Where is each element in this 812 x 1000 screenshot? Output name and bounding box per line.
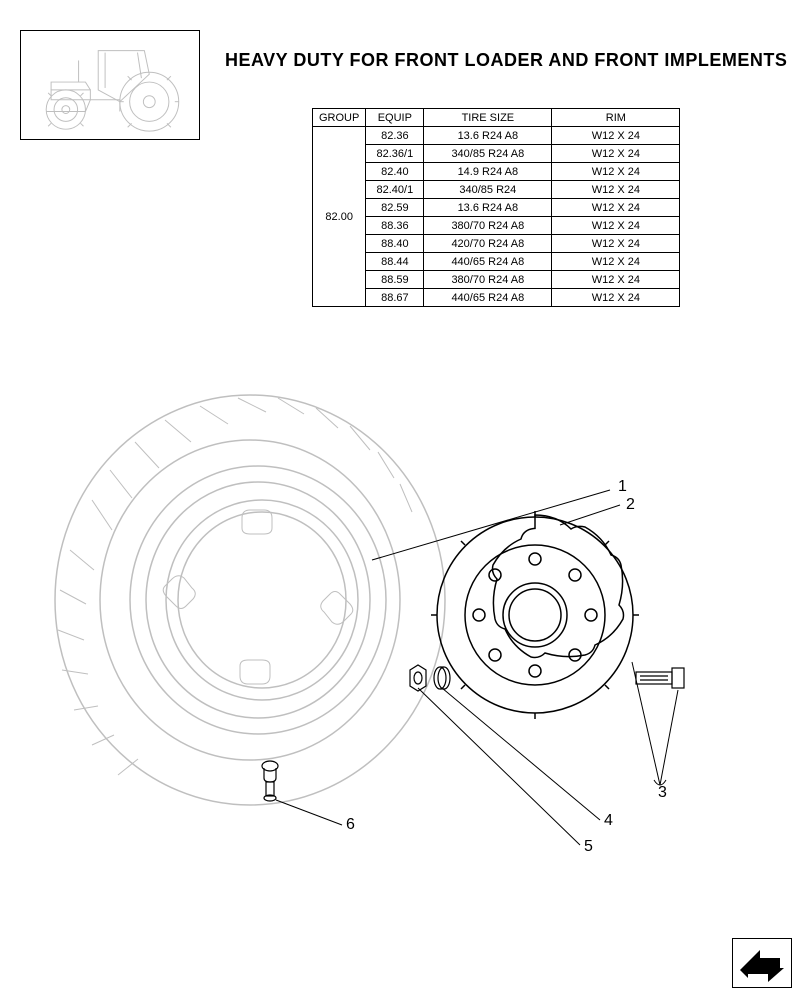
table-row: 88.59380/70 R24 A8W12 X 24 bbox=[313, 271, 680, 289]
rim-cell: W12 X 24 bbox=[552, 235, 680, 253]
equip-cell: 88.36 bbox=[366, 217, 424, 235]
group-cell: 82.00 bbox=[313, 127, 366, 307]
tire-cell: 420/70 R24 A8 bbox=[424, 235, 552, 253]
table-row: 82.0082.3613.6 R24 A8W12 X 24 bbox=[313, 127, 680, 145]
table-row: 88.40420/70 R24 A8W12 X 24 bbox=[313, 235, 680, 253]
table-row: 82.40/1340/85 R24W12 X 24 bbox=[313, 181, 680, 199]
table-row: 82.5913.6 R24 A8W12 X 24 bbox=[313, 199, 680, 217]
col-header-equip: EQUIP bbox=[366, 109, 424, 127]
col-header-rim: RIM bbox=[552, 109, 680, 127]
table-row: 82.36/1340/85 R24 A8W12 X 24 bbox=[313, 145, 680, 163]
rim-cell: W12 X 24 bbox=[552, 289, 680, 307]
tire-cell: 440/65 R24 A8 bbox=[424, 289, 552, 307]
rim-cell: W12 X 24 bbox=[552, 199, 680, 217]
tire-cell: 380/70 R24 A8 bbox=[424, 217, 552, 235]
callout-4: 4 bbox=[604, 812, 613, 830]
table-row: 88.67440/65 R24 A8W12 X 24 bbox=[313, 289, 680, 307]
page-title: HEAVY DUTY FOR FRONT LOADER AND FRONT IM… bbox=[225, 50, 787, 71]
tire-cell: 340/85 R24 A8 bbox=[424, 145, 552, 163]
equip-cell: 88.67 bbox=[366, 289, 424, 307]
callout-5: 5 bbox=[584, 838, 593, 856]
rim-cell: W12 X 24 bbox=[552, 181, 680, 199]
tire-rim-table: GROUP EQUIP TIRE SIZE RIM 82.0082.3613.6… bbox=[312, 108, 680, 307]
table-row: 82.4014.9 R24 A8W12 X 24 bbox=[313, 163, 680, 181]
equip-cell: 88.40 bbox=[366, 235, 424, 253]
rim-cell: W12 X 24 bbox=[552, 163, 680, 181]
rim-cell: W12 X 24 bbox=[552, 253, 680, 271]
callout-6: 6 bbox=[346, 816, 355, 834]
callout-1: 1 bbox=[618, 478, 627, 496]
equip-cell: 82.40 bbox=[366, 163, 424, 181]
next-page-icon[interactable] bbox=[732, 938, 792, 988]
table-row: 88.36380/70 R24 A8W12 X 24 bbox=[313, 217, 680, 235]
rim-cell: W12 X 24 bbox=[552, 127, 680, 145]
rim-cell: W12 X 24 bbox=[552, 271, 680, 289]
tractor-thumbnail bbox=[20, 30, 200, 140]
tire-cell: 13.6 R24 A8 bbox=[424, 127, 552, 145]
callout-2: 2 bbox=[626, 496, 635, 514]
rim-cell: W12 X 24 bbox=[552, 145, 680, 163]
rim-cell: W12 X 24 bbox=[552, 217, 680, 235]
col-header-tire: TIRE SIZE bbox=[424, 109, 552, 127]
tire-cell: 14.9 R24 A8 bbox=[424, 163, 552, 181]
equip-cell: 82.40/1 bbox=[366, 181, 424, 199]
equip-cell: 88.44 bbox=[366, 253, 424, 271]
equip-cell: 82.59 bbox=[366, 199, 424, 217]
callout-3: 3 bbox=[658, 784, 667, 802]
table-row: 88.44440/65 R24 A8W12 X 24 bbox=[313, 253, 680, 271]
tire-cell: 340/85 R24 bbox=[424, 181, 552, 199]
exploded-diagram: 1 2 3 4 5 6 bbox=[0, 380, 812, 920]
table-header-row: GROUP EQUIP TIRE SIZE RIM bbox=[313, 109, 680, 127]
equip-cell: 82.36/1 bbox=[366, 145, 424, 163]
col-header-group: GROUP bbox=[313, 109, 366, 127]
equip-cell: 88.59 bbox=[366, 271, 424, 289]
equip-cell: 82.36 bbox=[366, 127, 424, 145]
tire-cell: 13.6 R24 A8 bbox=[424, 199, 552, 217]
tire-cell: 440/65 R24 A8 bbox=[424, 253, 552, 271]
tire-cell: 380/70 R24 A8 bbox=[424, 271, 552, 289]
